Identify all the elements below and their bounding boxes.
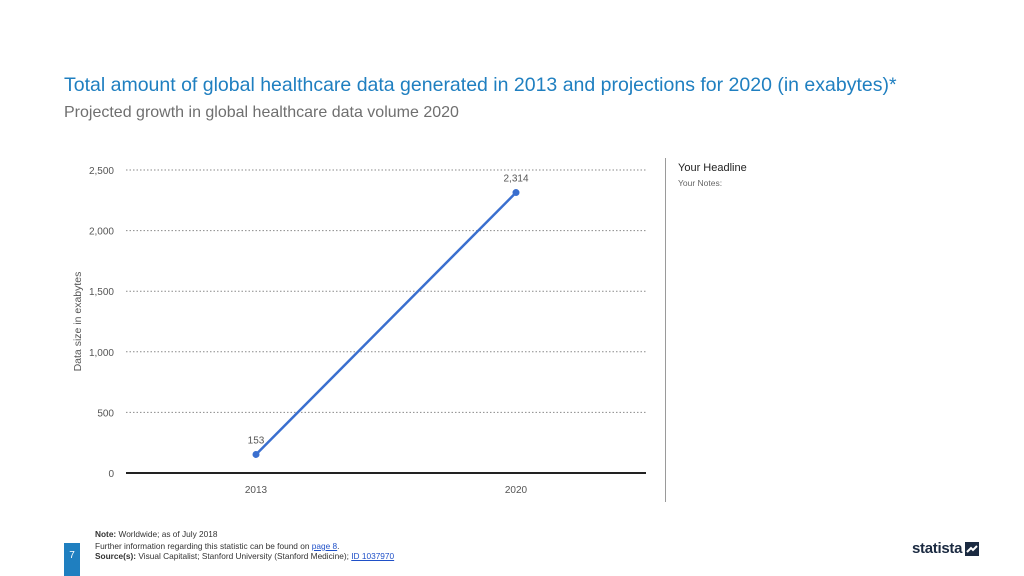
notes-divider <box>665 158 666 502</box>
series-line <box>255 191 517 456</box>
chart-title: Total amount of global healthcare data g… <box>64 74 897 96</box>
x-tick-label: 2013 <box>245 485 268 496</box>
note-label: Note: <box>95 529 117 539</box>
notes-body: Your Notes: <box>678 178 723 188</box>
y-tick-label: 0 <box>108 469 114 480</box>
page-link[interactable]: page 8 <box>311 541 338 551</box>
data-label: 2,314 <box>503 174 528 185</box>
chart-subtitle: Projected growth in global healthcare da… <box>64 104 459 121</box>
y-tick-label: 1,000 <box>89 348 114 359</box>
data-point <box>512 189 520 197</box>
page-number: 7 <box>64 543 80 576</box>
statista-logo: statista <box>912 540 980 557</box>
x-tick-label: 2020 <box>505 485 528 496</box>
source-text: Visual Capitalist; Stanford University (… <box>138 551 349 561</box>
line-chart: 0 500 1,000 1,500 2,000 2,500 2013 2020 Data siz… <box>72 166 646 496</box>
statistic-id-link[interactable]: ID 1037970 <box>351 551 395 561</box>
data-point <box>252 450 260 458</box>
y-axis-label: Data size in exabytes <box>72 272 84 372</box>
footer-further-info: Further information regarding this stati… <box>95 541 340 551</box>
data-label: 153 <box>248 435 265 446</box>
notes-headline: Your Headline <box>678 162 747 174</box>
logo-text: statista <box>912 540 963 557</box>
footer-source: Source(s): Visual Capitalist; Stanford U… <box>95 551 394 561</box>
source-label: Source(s): <box>95 551 137 561</box>
note-text: Worldwide; as of July 2018 <box>118 529 218 539</box>
logo-mark-icon <box>965 541 980 556</box>
further-text: Further information regarding this stati… <box>95 541 310 551</box>
footer-note: Note: Worldwide; as of July 2018 <box>95 529 218 539</box>
y-tick-label: 2,000 <box>89 227 114 238</box>
y-tick-label: 1,500 <box>89 287 114 298</box>
y-tick-label: 2,500 <box>89 166 114 177</box>
y-tick-label: 500 <box>97 408 114 419</box>
